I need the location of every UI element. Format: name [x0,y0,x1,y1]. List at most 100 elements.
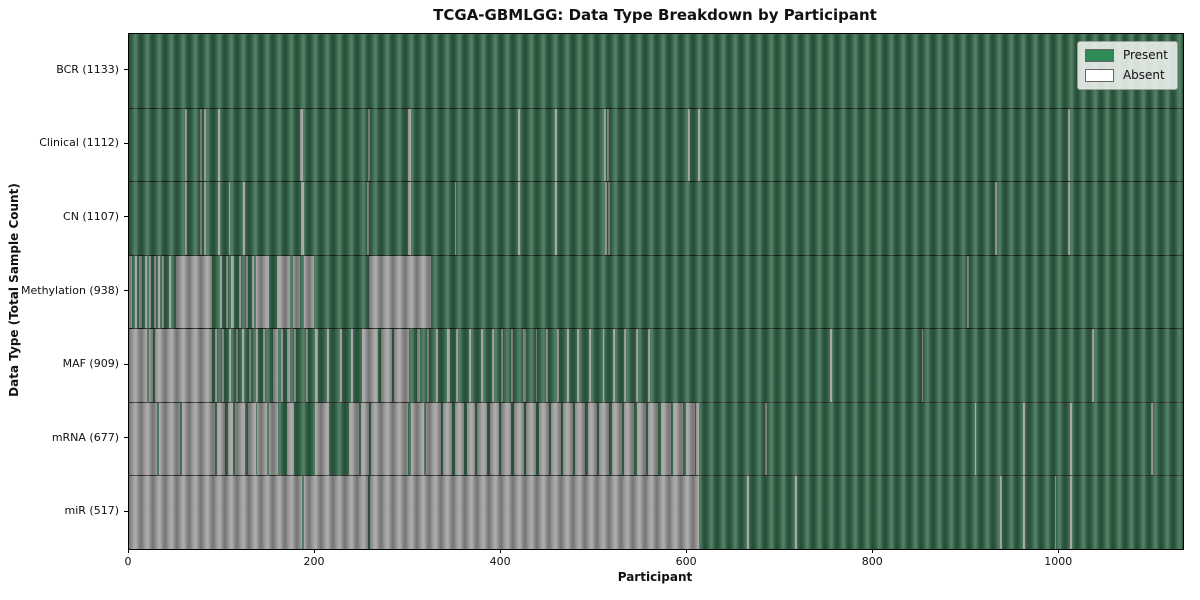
x-tick-label: 600 [675,555,697,568]
row-CN [129,181,1183,255]
absent-segment [305,329,308,402]
absent-segment [480,329,484,402]
absent-segment [501,329,503,402]
absent-segment [162,255,165,329]
absent-segment [129,329,147,402]
present-segment [369,402,371,476]
absent-segment [262,329,265,402]
absent-segment [1022,402,1025,476]
absent-segment [238,255,241,329]
absent-segment [148,329,154,402]
y-tick [124,290,128,291]
present-segment [463,402,467,476]
absent-segment [604,108,607,182]
absent-segment [280,329,284,402]
absent-segment [555,108,557,182]
absent-segment [974,402,977,476]
absent-segment [1070,402,1073,476]
absent-segment [765,402,768,476]
absent-segment [276,255,290,329]
absent-segment [698,108,701,182]
absent-segment [447,329,450,402]
present-segment [245,402,249,476]
legend: Present Absent [1076,41,1178,90]
y-tick-label-CN: CN (1107) [63,209,119,223]
present-segment [180,402,183,476]
absent-segment [535,329,538,402]
absent-segment [327,329,329,402]
row-Methylation [129,254,1183,329]
absent-segment [967,255,970,329]
absent-segment [157,255,160,329]
absent-segment [746,476,749,549]
legend-item-absent: Absent [1084,68,1168,82]
absent-segment [243,182,246,255]
absent-segment [228,329,232,402]
absent-segment [408,108,411,182]
absent-segment [361,329,379,402]
absent-segment [184,182,187,255]
absent-segment [293,329,297,402]
present-segment [683,402,687,476]
present-segment [487,402,490,476]
absent-segment [204,108,207,182]
absent-segment [612,329,615,402]
present-segment [658,402,662,476]
absent-segment [351,329,354,402]
absent-segment [491,329,494,402]
absent-segment [607,108,610,182]
present-segment [329,402,349,476]
absent-segment [608,182,610,255]
absent-segment [511,329,514,402]
present-segment [622,402,624,476]
absent-segment [468,329,472,402]
y-tick [124,437,128,439]
absent-segment [368,108,370,182]
present-segment [609,402,612,476]
y-tick [124,142,128,144]
absent-segment [567,329,570,402]
row-MAF [129,328,1183,402]
y-tick [124,510,128,512]
absent-segment [995,182,997,255]
absent-segment [139,255,142,329]
absent-segment [517,182,520,255]
absent-segment [635,329,638,402]
present-segment [408,402,411,476]
present-segment [694,402,697,476]
absent-segment [830,329,833,402]
x-tick-mark [314,549,316,553]
absent-segment [218,182,221,255]
y-tick-label-BCR: BCR (1133) [56,62,119,76]
absent-segment [688,108,690,182]
absent-segment [577,329,580,402]
absent-segment [218,108,221,182]
absent-segment [602,329,605,402]
y-tick-label-mRNA: mRNA (677) [51,430,119,444]
present-segment [699,476,1183,549]
absent-segment [222,329,224,402]
legend-label-absent: Absent [1122,68,1165,82]
absent-segment [1070,476,1073,549]
absent-segment [369,255,432,329]
absent-segment [394,329,409,402]
present-segment [293,402,316,476]
absent-segment [589,329,592,402]
chart-title: TCGA-GBMLGG: Data Type Breakdown by Part… [433,6,877,24]
absent-segment [246,255,249,329]
absent-segment [303,255,315,329]
absent-segment [134,255,138,329]
absent-segment [517,108,520,182]
absent-segment [408,182,411,255]
absent-segment [1091,329,1094,402]
row-mRNA [129,401,1183,476]
absent-segment [256,329,259,402]
y-tick-label-Methylation: Methylation (938) [21,283,119,297]
absent-segment [220,255,223,329]
absent-segment [556,329,559,402]
y-tick [124,69,128,71]
present-segment [572,402,575,476]
present-segment [277,402,288,476]
absent-segment [435,329,438,402]
